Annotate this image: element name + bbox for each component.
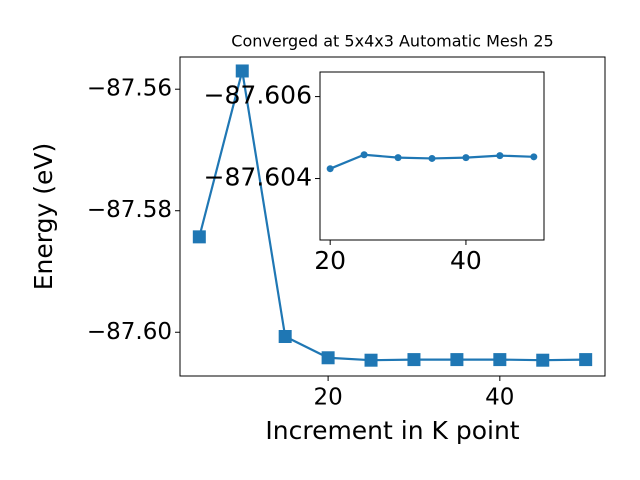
marker [428,154,436,162]
marker [462,154,470,162]
series-line [198,70,586,362]
chart-title: Converged at 5x4x3 Automatic Mesh 25 [231,32,553,51]
marker [326,165,334,173]
x-tick-label: 20 [314,246,346,275]
marker [235,64,249,78]
marker [579,353,593,367]
y-tick-label: −87.606 [204,81,312,110]
marker [394,154,402,162]
x-axis-label: Increment in K point [265,416,519,445]
y-tick-label: −87.58 [87,197,172,223]
y-axis-label: Energy (eV) [29,143,58,290]
marker [450,353,464,367]
x-tick-label: 40 [450,246,482,275]
x-tick-label: 40 [485,385,514,411]
y-tick-label: −87.56 [87,76,172,102]
x-tick-label: 20 [313,385,342,411]
marker [407,353,421,367]
marker [360,151,368,159]
marker [530,153,538,161]
y-tick-label: −87.604 [204,163,312,192]
marker [278,330,292,344]
marker [493,353,507,367]
marker [496,152,504,160]
marker [192,230,206,244]
y-tick-label: −87.60 [87,319,172,345]
marker [364,353,378,367]
marker [536,353,550,367]
marker [321,351,335,365]
